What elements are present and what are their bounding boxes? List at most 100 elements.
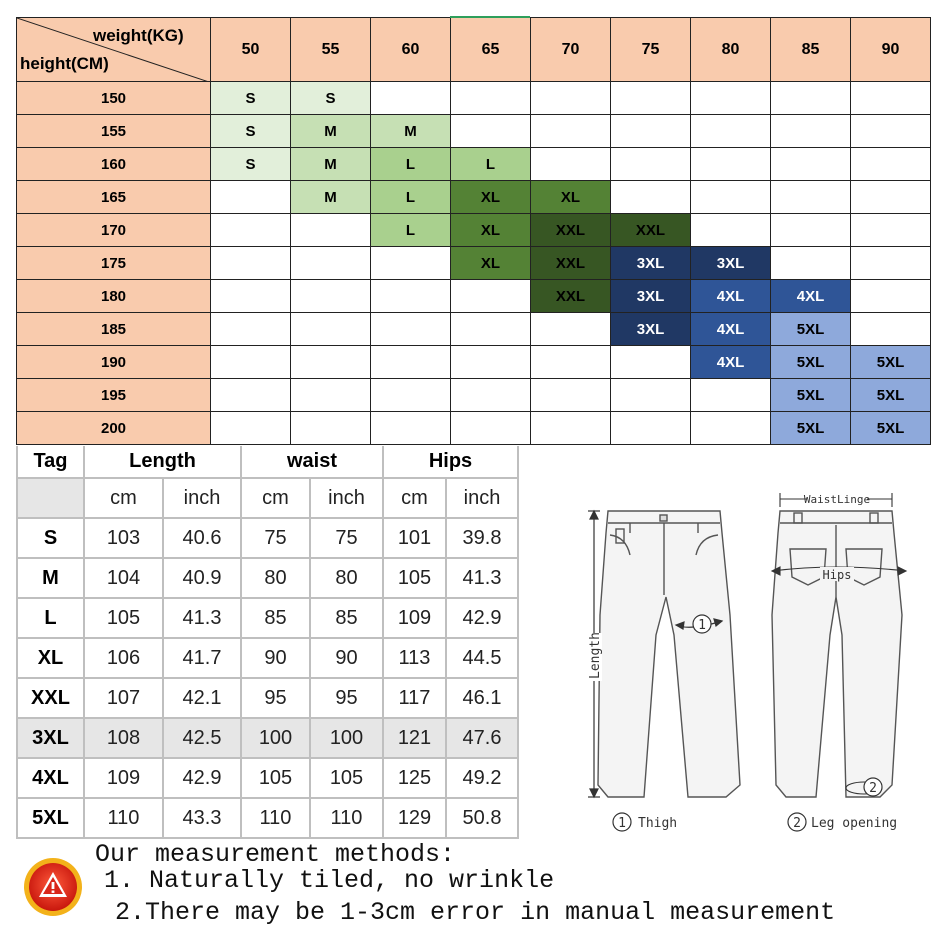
- notes-title: Our measurement methods:: [95, 840, 456, 869]
- unit-cell: cm: [85, 479, 164, 519]
- size-cell: [291, 412, 371, 445]
- measurement-value-cell: 80: [242, 559, 311, 599]
- measurement-value-cell: 90: [311, 639, 384, 679]
- measurement-value-cell: 113: [384, 639, 447, 679]
- measurement-value-cell: 42.5: [164, 719, 242, 759]
- measurement-value-cell: 49.2: [447, 759, 519, 799]
- height-header-cell: 180: [16, 280, 211, 313]
- unit-cell: inch: [311, 479, 384, 519]
- measurement-value-cell: 100: [242, 719, 311, 759]
- size-cell: [291, 379, 371, 412]
- waist-header: waist: [242, 446, 384, 479]
- grid-corner-header: weight(KG) height(CM): [16, 17, 212, 83]
- measurement-value-cell: 85: [311, 599, 384, 639]
- size-cell: [211, 247, 291, 280]
- measurement-value-cell: 43.3: [164, 799, 242, 839]
- weight-header-cell: 70: [531, 17, 611, 82]
- measurement-value-cell: 95: [311, 679, 384, 719]
- height-header-cell: 165: [16, 181, 211, 214]
- unit-cell: inch: [447, 479, 519, 519]
- measurement-value-cell: 106: [85, 639, 164, 679]
- size-cell: [291, 214, 371, 247]
- height-header-cell: 155: [16, 115, 211, 148]
- size-cell: [371, 247, 451, 280]
- measurement-value-cell: 39.8: [447, 519, 519, 559]
- size-cell: 4XL: [691, 346, 771, 379]
- size-cell: [611, 181, 691, 214]
- measurement-value-cell: 95: [242, 679, 311, 719]
- front-pants-drawing: [597, 510, 741, 798]
- measurement-value-cell: 108: [85, 719, 164, 759]
- size-cell: [691, 148, 771, 181]
- size-cell: 5XL: [851, 412, 931, 445]
- pants-measurement-illustration: Length 1 WaistLinge Hips 2 1 Thigh: [586, 491, 908, 832]
- measurement-value-cell: 125: [384, 759, 447, 799]
- measurement-value-cell: 110: [242, 799, 311, 839]
- size-cell: [691, 82, 771, 115]
- measurement-value-cell: 46.1: [447, 679, 519, 719]
- size-cell: XXL: [531, 214, 611, 247]
- marker-1-label: 1: [698, 618, 706, 633]
- size-tag-cell: 3XL: [16, 719, 85, 759]
- size-cell: [851, 247, 931, 280]
- size-cell: XXL: [531, 247, 611, 280]
- unit-row-blank: [16, 479, 85, 519]
- measurement-table: Tag Length waist Hips cm inch cm inch cm inch S 103…: [16, 446, 519, 839]
- size-cell: XL: [451, 181, 531, 214]
- size-cell: XL: [451, 247, 531, 280]
- measurement-value-cell: 75: [311, 519, 384, 559]
- length-header: Length: [85, 446, 242, 479]
- size-cell: S: [211, 82, 291, 115]
- size-cell: M: [291, 181, 371, 214]
- weight-header-cell: 50: [211, 17, 291, 82]
- size-cell: L: [371, 214, 451, 247]
- legend-2-number: 2: [793, 816, 801, 831]
- note-item-1: 1. Naturally tiled, no wrinkle: [104, 866, 555, 895]
- measurement-value-cell: 50.8: [447, 799, 519, 839]
- weight-header-cell: 85: [771, 17, 851, 82]
- measurement-value-cell: 129: [384, 799, 447, 839]
- size-cell: 5XL: [851, 346, 931, 379]
- size-cell: [851, 115, 931, 148]
- size-cell: [851, 313, 931, 346]
- weight-header-cell: 80: [691, 17, 771, 82]
- measurement-value-cell: 109: [384, 599, 447, 639]
- size-cell: [451, 280, 531, 313]
- size-tag-cell: L: [16, 599, 85, 639]
- measurement-value-cell: 105: [384, 559, 447, 599]
- legend-leg-opening: Leg opening: [811, 816, 897, 831]
- size-cell: L: [451, 148, 531, 181]
- measurement-value-cell: 40.6: [164, 519, 242, 559]
- hips-header: Hips: [384, 446, 519, 479]
- size-cell: [691, 379, 771, 412]
- size-cell: S: [211, 148, 291, 181]
- size-cell: [531, 412, 611, 445]
- size-cell: [211, 379, 291, 412]
- back-pants-drawing: [771, 510, 903, 798]
- size-cell: XL: [531, 181, 611, 214]
- measurement-value-cell: 41.3: [164, 599, 242, 639]
- warning-triangle-icon: [24, 858, 82, 916]
- size-cell: [451, 115, 531, 148]
- size-cell: [771, 115, 851, 148]
- size-cell: [611, 379, 691, 412]
- measurement-value-cell: 80: [311, 559, 384, 599]
- measurement-value-cell: 42.1: [164, 679, 242, 719]
- size-tag-cell: 5XL: [16, 799, 85, 839]
- size-cell: 5XL: [851, 379, 931, 412]
- size-cell: [291, 280, 371, 313]
- measurement-value-cell: 107: [85, 679, 164, 719]
- size-cell: [211, 346, 291, 379]
- measurement-value-cell: 117: [384, 679, 447, 719]
- measurement-value-cell: 44.5: [447, 639, 519, 679]
- size-cell: [771, 148, 851, 181]
- size-cell: [851, 181, 931, 214]
- height-header-cell: 200: [16, 412, 211, 445]
- unit-cell: cm: [384, 479, 447, 519]
- size-cell: [291, 346, 371, 379]
- measurement-value-cell: 100: [311, 719, 384, 759]
- size-cell: [371, 379, 451, 412]
- size-cell: [211, 412, 291, 445]
- height-header-cell: 185: [16, 313, 211, 346]
- size-cell: S: [211, 115, 291, 148]
